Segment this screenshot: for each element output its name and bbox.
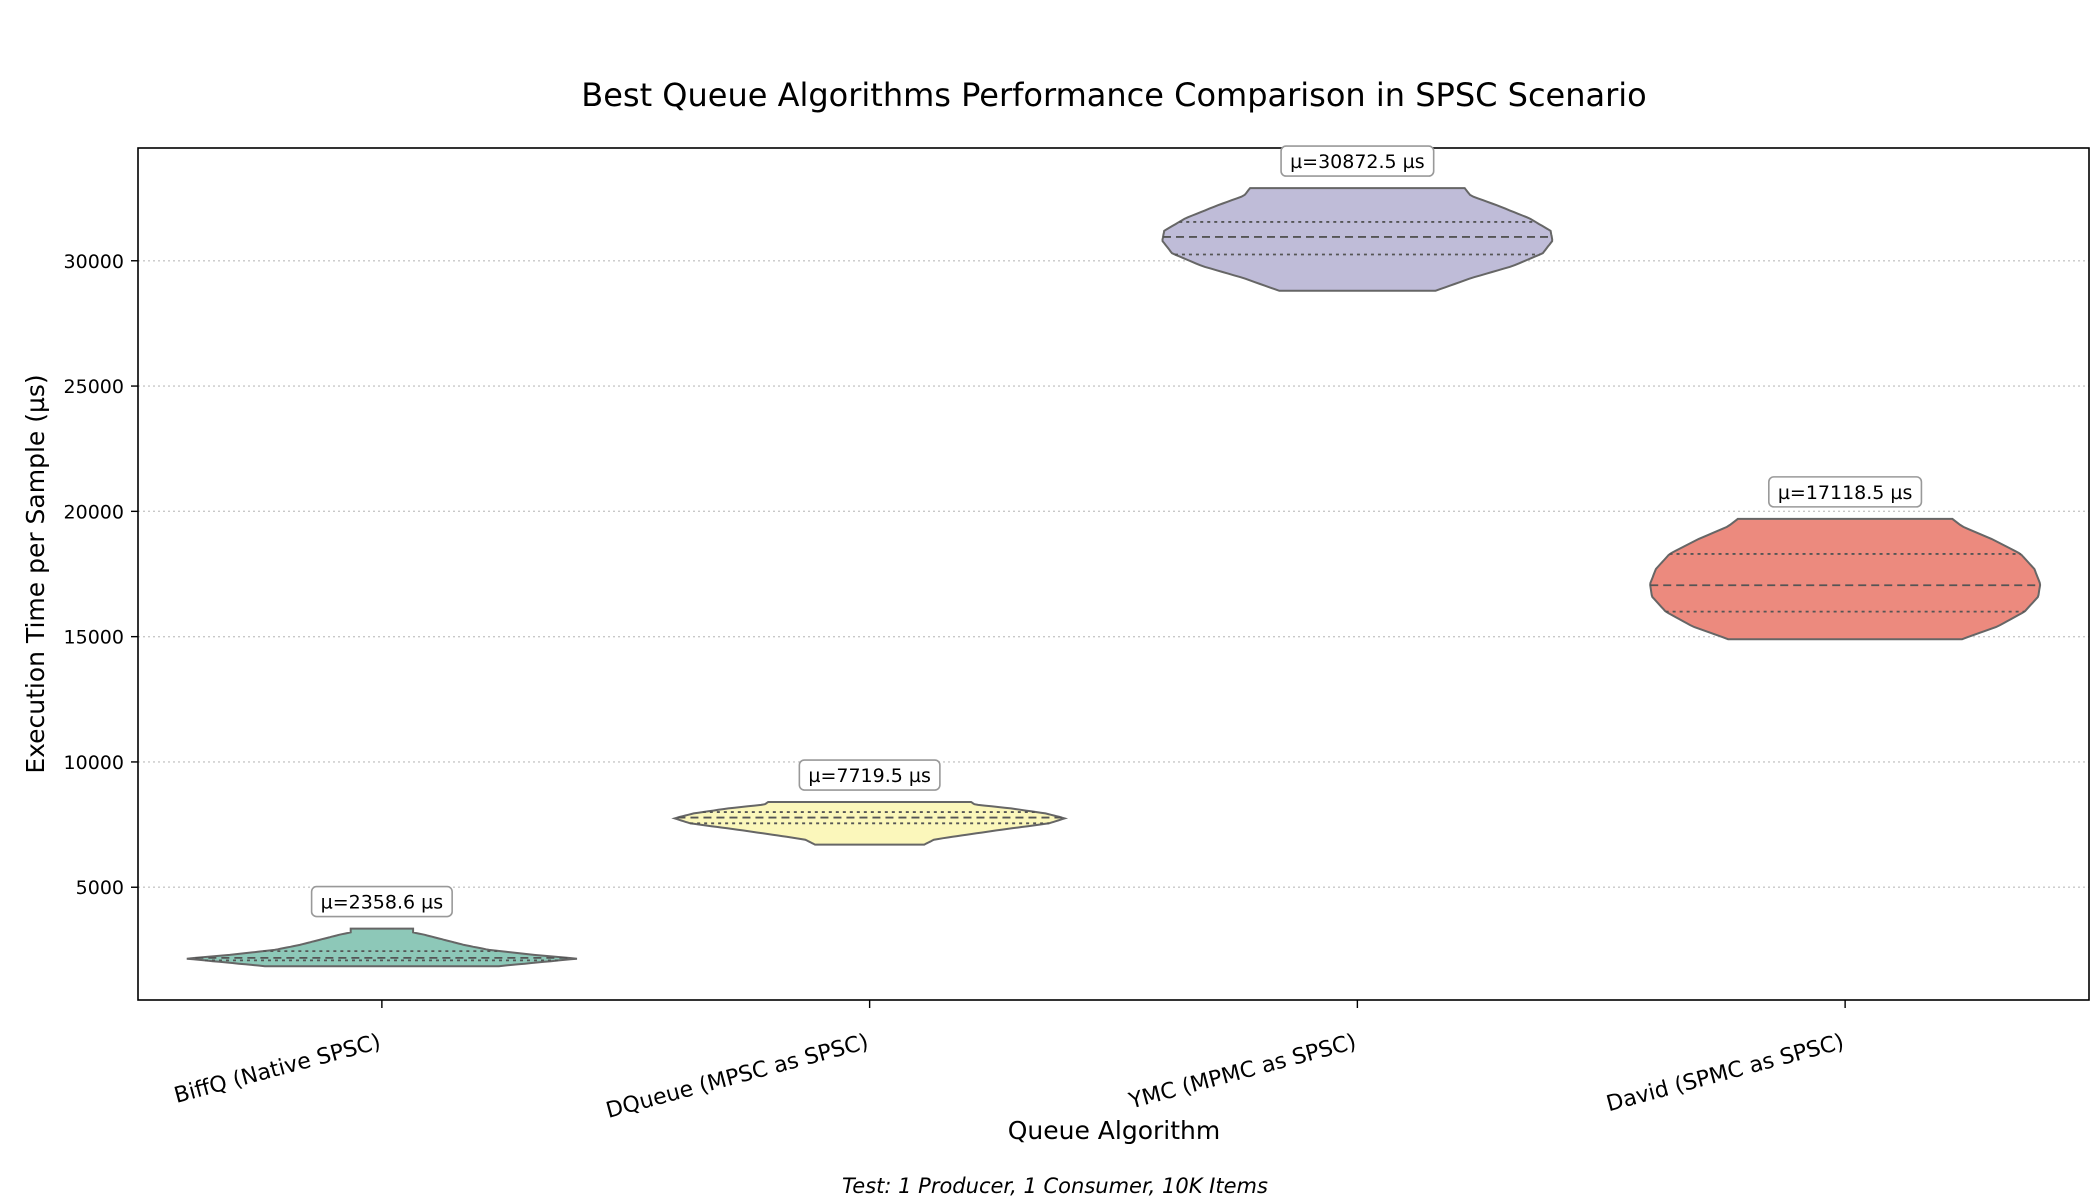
y-tick-label: 20000 (64, 501, 124, 523)
mean-label: µ=17118.5 µs (1768, 476, 1923, 508)
chart-title: Best Queue Algorithms Performance Compar… (581, 76, 1647, 114)
y-tick-label: 5000 (76, 877, 124, 899)
y-tick-label: 25000 (64, 376, 124, 398)
mean-label-box (1768, 476, 1923, 508)
violin-body (1161, 187, 1554, 292)
mean-label-box (310, 885, 453, 918)
y-tick-label: 30000 (64, 251, 124, 273)
mean-label-text: µ=2358.6 µs (321, 892, 444, 914)
plot-area-frame (137, 147, 2090, 1001)
mean-label-text: µ=30872.5 µs (1290, 151, 1425, 173)
violin-body (1649, 517, 2042, 641)
footnote: Test: 1 Producer, 1 Consumer, 10K Items (842, 1174, 1268, 1198)
mean-label-text: µ=17118.5 µs (1778, 482, 1913, 504)
mean-label-box (798, 759, 941, 791)
y-tick-label: 10000 (64, 752, 124, 774)
mean-labels: µ=2358.6 µs µ=7719.5 µs µ=30872.5 µs µ=1711… (310, 145, 1923, 918)
mean-label: µ=7719.5 µs (798, 759, 941, 791)
y-tick-label: 15000 (64, 627, 124, 649)
y-grid (138, 260, 2089, 888)
mean-label-text: µ=7719.5 µs (808, 765, 931, 787)
y-axis-label: Execution Time per Sample (µs) (21, 374, 50, 773)
violins (186, 187, 2042, 968)
violin-body (186, 927, 578, 968)
mean-label: µ=2358.6 µs (310, 885, 453, 918)
mean-label: µ=30872.5 µs (1280, 145, 1435, 177)
x-axis-label: Queue Algorithm (1008, 1116, 1221, 1145)
violin-body (671, 801, 1069, 846)
mean-label-box (1280, 145, 1435, 177)
